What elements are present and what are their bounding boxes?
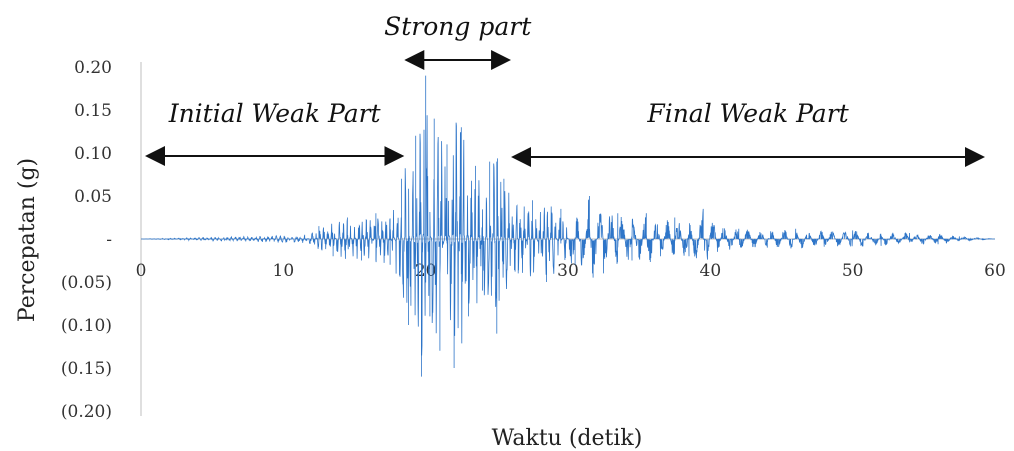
y-tick-label: (0.20) (61, 402, 112, 422)
x-tick-label: 60 (984, 261, 1006, 281)
y-axis-title: Percepatan (g) (15, 158, 40, 322)
y-tick-label: 0.05 (74, 187, 112, 207)
y-axis: 0.20 0.15 0.10 0.05 - (0.05) (0.10) (0.15) (0.20… (61, 58, 142, 422)
annotation-label: Final Weak Part (646, 99, 849, 128)
x-tick-label: 40 (700, 261, 722, 281)
y-tick-label: 0.10 (74, 144, 112, 164)
y-tick-label: (0.05) (61, 273, 112, 293)
acceleration-series-line (141, 75, 995, 377)
x-tick-label: 50 (842, 261, 864, 281)
x-tick-label: 30 (557, 261, 579, 281)
y-tick-label: 0.20 (74, 58, 112, 78)
y-tick-label: (0.10) (61, 316, 112, 336)
y-tick-label: - (106, 230, 112, 250)
annotations: Initial Weak Part Strong part Final Weak P… (145, 12, 985, 167)
x-tick-label: 10 (273, 261, 295, 281)
y-tick-label: 0.15 (74, 101, 112, 121)
annotation-label: Initial Weak Part (168, 99, 382, 128)
y-tick-label: (0.15) (61, 359, 112, 379)
x-axis-title: Waktu (detik) (492, 426, 643, 451)
x-tick-label: 0 (136, 261, 147, 281)
series-group (141, 75, 995, 377)
annotation-label: Strong part (384, 12, 532, 41)
